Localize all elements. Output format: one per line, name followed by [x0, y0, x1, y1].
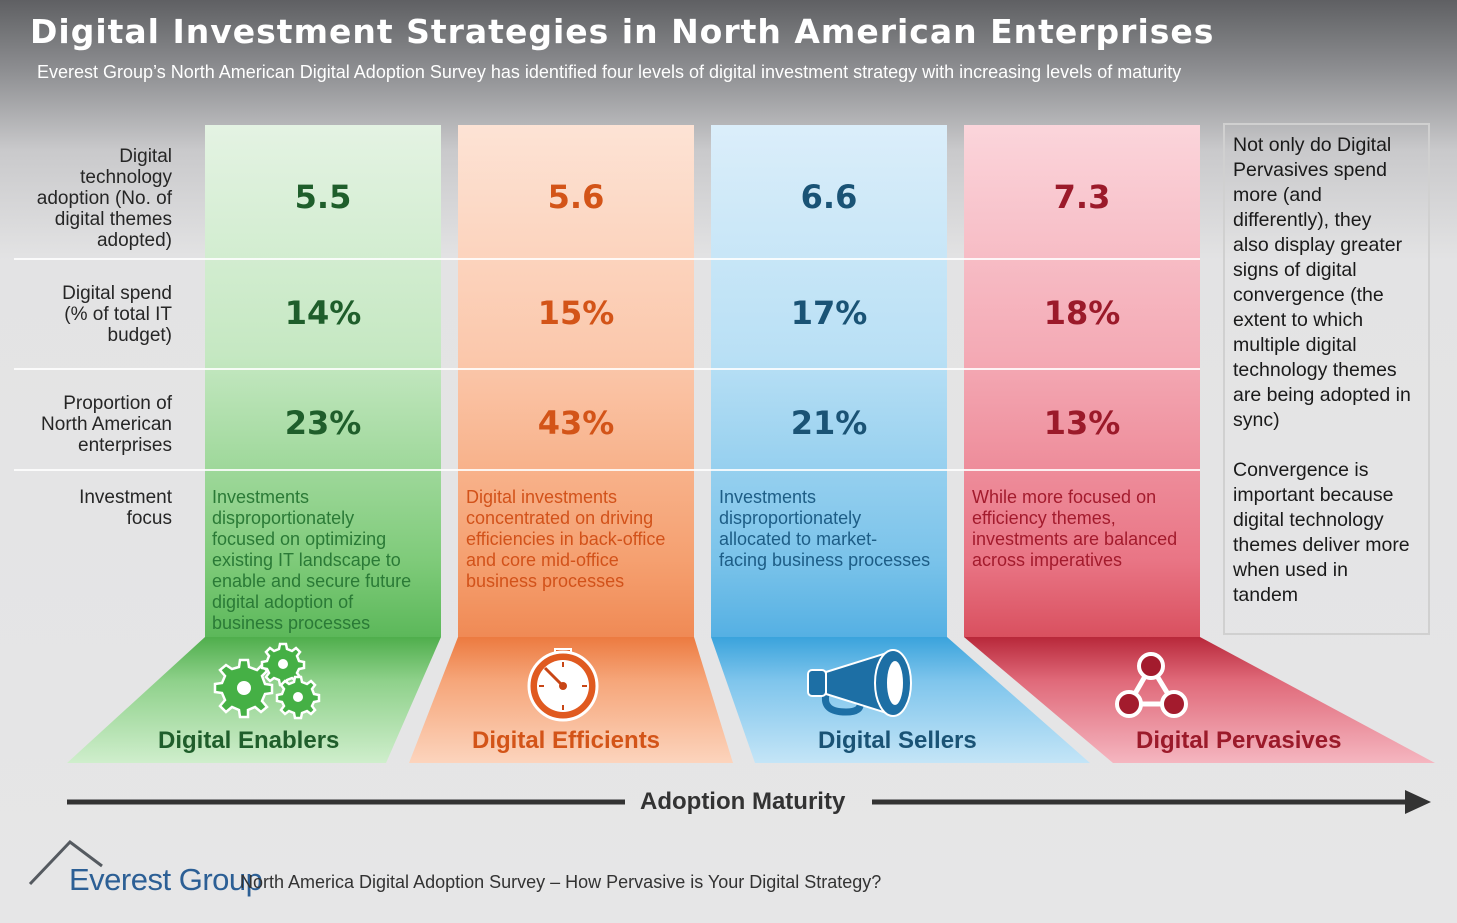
network-icon — [1115, 652, 1188, 718]
focus-text-sellers: Investments disproportionately allocated… — [719, 487, 931, 570]
base-pervasives — [964, 637, 1435, 763]
everest-logo: Everest Group — [69, 862, 263, 897]
stopwatch-icon — [527, 648, 599, 722]
label-digital-efficients: Digital Efficients — [472, 727, 661, 754]
column-digital-pervasives — [964, 125, 1200, 637]
gears-icon — [213, 642, 321, 720]
footer-caption: North America Digital Adoption Survey – … — [240, 872, 882, 892]
row-divider — [14, 368, 1200, 370]
focus-text-efficients: Digital investments concentrated on driv… — [466, 487, 666, 591]
metric-proportion-enablers: 23% — [284, 404, 362, 442]
label-digital-sellers: Digital Sellers — [818, 727, 977, 754]
column-digital-sellers — [711, 125, 947, 637]
logo-mountain-icon — [28, 840, 103, 886]
metric-spend-efficients: 15% — [537, 294, 615, 332]
metric-adoption-sellers: 6.6 — [800, 178, 858, 216]
side-note-paragraph-1: Not only do Digital Pervasives spend mor… — [1233, 134, 1411, 431]
column-digital-enablers — [205, 125, 441, 637]
side-note-paragraph-2: Convergence is important because digital… — [1233, 459, 1410, 606]
column-digital-efficients — [458, 125, 694, 637]
row-label-focus: Investment focus — [79, 487, 172, 529]
focus-text-enablers: Investments disproportionately focused o… — [212, 487, 412, 633]
metric-proportion-efficients: 43% — [537, 404, 615, 442]
row-divider — [14, 258, 1200, 260]
page-title: Digital Investment Strategies in North A… — [30, 12, 1215, 51]
focus-text-pervasives: While more focused on efficiency themes,… — [972, 487, 1178, 570]
axis-label: Adoption Maturity — [640, 788, 846, 815]
maturity-arrow — [67, 790, 1431, 814]
page-subtitle: Everest Group’s North American Digital A… — [37, 62, 1182, 82]
metric-spend-sellers: 17% — [790, 294, 868, 332]
side-note-box: Not only do Digital Pervasives spend mor… — [1223, 123, 1430, 635]
label-digital-enablers: Digital Enablers — [158, 727, 340, 754]
metric-adoption-enablers: 5.5 — [294, 178, 352, 216]
row-label-spend: Digital spend (% of total IT budget) — [62, 283, 172, 346]
metric-proportion-sellers: 21% — [790, 404, 868, 442]
metric-spend-pervasives: 18% — [1043, 294, 1121, 332]
metric-adoption-efficients: 5.6 — [547, 178, 605, 216]
label-digital-pervasives: Digital Pervasives — [1136, 727, 1342, 754]
megaphone-icon — [807, 649, 912, 717]
row-label-adoption: Digital technology adoption (No. of digi… — [36, 146, 172, 251]
row-divider — [14, 469, 1200, 471]
metric-spend-enablers: 14% — [284, 294, 362, 332]
row-label-proportion: Proportion of North American enterprises — [41, 393, 172, 456]
metric-adoption-pervasives: 7.3 — [1053, 178, 1111, 216]
metric-proportion-pervasives: 13% — [1043, 404, 1121, 442]
